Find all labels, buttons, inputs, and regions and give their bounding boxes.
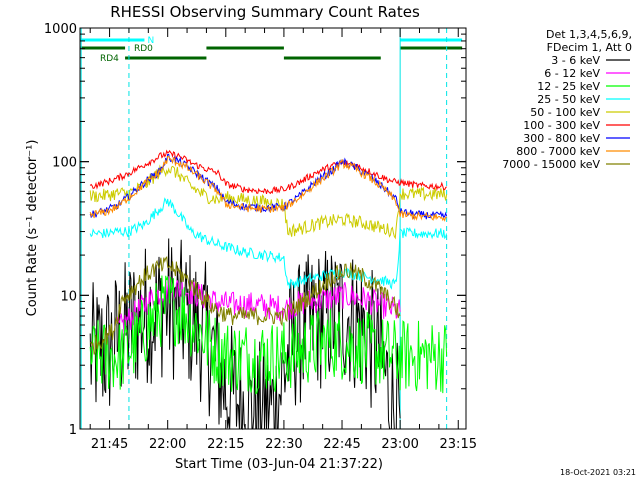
chart-title: RHESSI Observing Summary Count Rates: [110, 3, 420, 21]
legend-header-line-1: Det 1,3,4,5,6,9,: [546, 28, 632, 41]
x-tick-label-4: 22:45: [323, 437, 360, 452]
x-axis-label: Start Time (03-Jun-04 21:37:22): [175, 457, 383, 472]
legend-label-300-800-kev: 300 - 800 keV: [523, 132, 600, 145]
legend-label-12-25-kev: 12 - 25 keV: [537, 80, 600, 93]
flag-label-n: N: [147, 36, 154, 46]
y-tick-label-1: 10: [60, 289, 77, 304]
series-line-12-25-kev: [89, 275, 448, 395]
x-axis: 21:45 22:00 22:15 22:30 22:45 23:00 23:15: [89, 28, 477, 452]
legend-label-3-6-kev: 3 - 6 keV: [551, 54, 600, 67]
y-axis-label: Count Rate (s⁻¹ detector⁻¹): [25, 140, 40, 317]
legend-label-800-7000-kev: 800 - 7000 keV: [516, 145, 600, 158]
legend-label-100-300-kev: 100 - 300 keV: [523, 119, 600, 132]
series-line-300-800-kev: [89, 153, 448, 220]
legend-label-6-12-kev: 6 - 12 keV: [544, 67, 600, 80]
series-line-800-7000-kev: [89, 155, 447, 222]
x-tick-label-6: 23:15: [440, 437, 477, 452]
flag-label-rd0: RD0: [134, 44, 153, 54]
legend-label-50-100-kev: 50 - 100 keV: [530, 106, 600, 119]
x-tick-label-1: 22:00: [149, 437, 186, 452]
x-tick-label-0: 21:45: [91, 437, 128, 452]
series-line-25-50-kev: [89, 197, 448, 290]
x-tick-label-3: 22:30: [265, 437, 302, 452]
legend-label-25-50-kev: 25 - 50 keV: [537, 93, 600, 106]
y-tick-label-2: 100: [52, 156, 77, 171]
flag-label-rd4: RD4: [100, 54, 119, 64]
series-line-50-100-kev: [89, 164, 448, 240]
series-line-100-300-kev: [89, 149, 447, 195]
footer-timestamp: 18-Oct-2021 03:21: [560, 468, 636, 477]
series-line-7000-15000-kev: [89, 256, 401, 355]
x-tick-label-5: 23:00: [381, 437, 418, 452]
y-tick-label-3: 1000: [44, 22, 77, 37]
legend-header-line-2: FDecim 1, Att 0: [547, 41, 632, 54]
x-tick-label-2: 22:15: [207, 437, 244, 452]
legend: Det 1,3,4,5,6,9, FDecim 1, Att 0 3 - 6 k…: [502, 28, 632, 171]
plot-frame: [79, 27, 467, 430]
legend-label-7000-15000-kev: 7000 - 15000 keV: [502, 158, 600, 171]
series-group: [89, 149, 448, 431]
y-axis: 1 10 100 1000: [44, 22, 466, 438]
y-tick-label-0: 1: [69, 423, 77, 438]
